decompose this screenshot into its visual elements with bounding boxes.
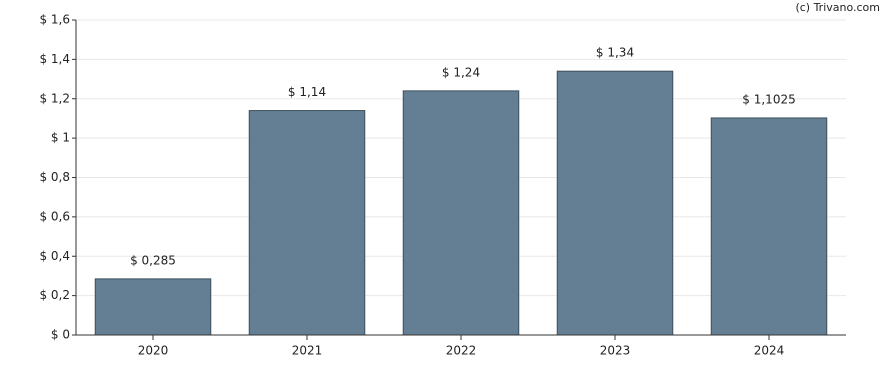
bar	[248, 110, 366, 336]
y-tick-label: $ 1,2	[39, 91, 70, 105]
watermark: (c) Trivano.com	[795, 1, 880, 14]
x-tick-label: 2023	[600, 344, 631, 358]
value-label: $ 1,1025	[742, 92, 795, 106]
bar	[94, 278, 212, 336]
y-tick-label: $ 0,4	[39, 249, 70, 263]
y-tick-label: $ 1,6	[39, 13, 70, 27]
x-tick-label: 2021	[292, 344, 323, 358]
x-tick-label: 2020	[138, 344, 169, 358]
y-tick-label: $ 0,8	[39, 170, 70, 184]
value-label: $ 0,285	[130, 253, 176, 267]
y-tick-label: $ 0	[51, 328, 70, 342]
y-tick-label: $ 1	[51, 131, 70, 145]
bar	[402, 90, 520, 336]
y-tick-label: $ 1,4	[39, 52, 70, 66]
bar	[710, 117, 828, 336]
bar	[556, 70, 674, 336]
y-tick-label: $ 0,2	[39, 288, 70, 302]
x-tick-label: 2022	[446, 344, 477, 358]
value-label: $ 1,34	[596, 46, 634, 60]
x-tick-label: 2024	[754, 344, 785, 358]
value-label: $ 1,24	[442, 65, 480, 79]
value-label: $ 1,14	[288, 85, 326, 99]
y-tick-label: $ 0,6	[39, 209, 70, 223]
